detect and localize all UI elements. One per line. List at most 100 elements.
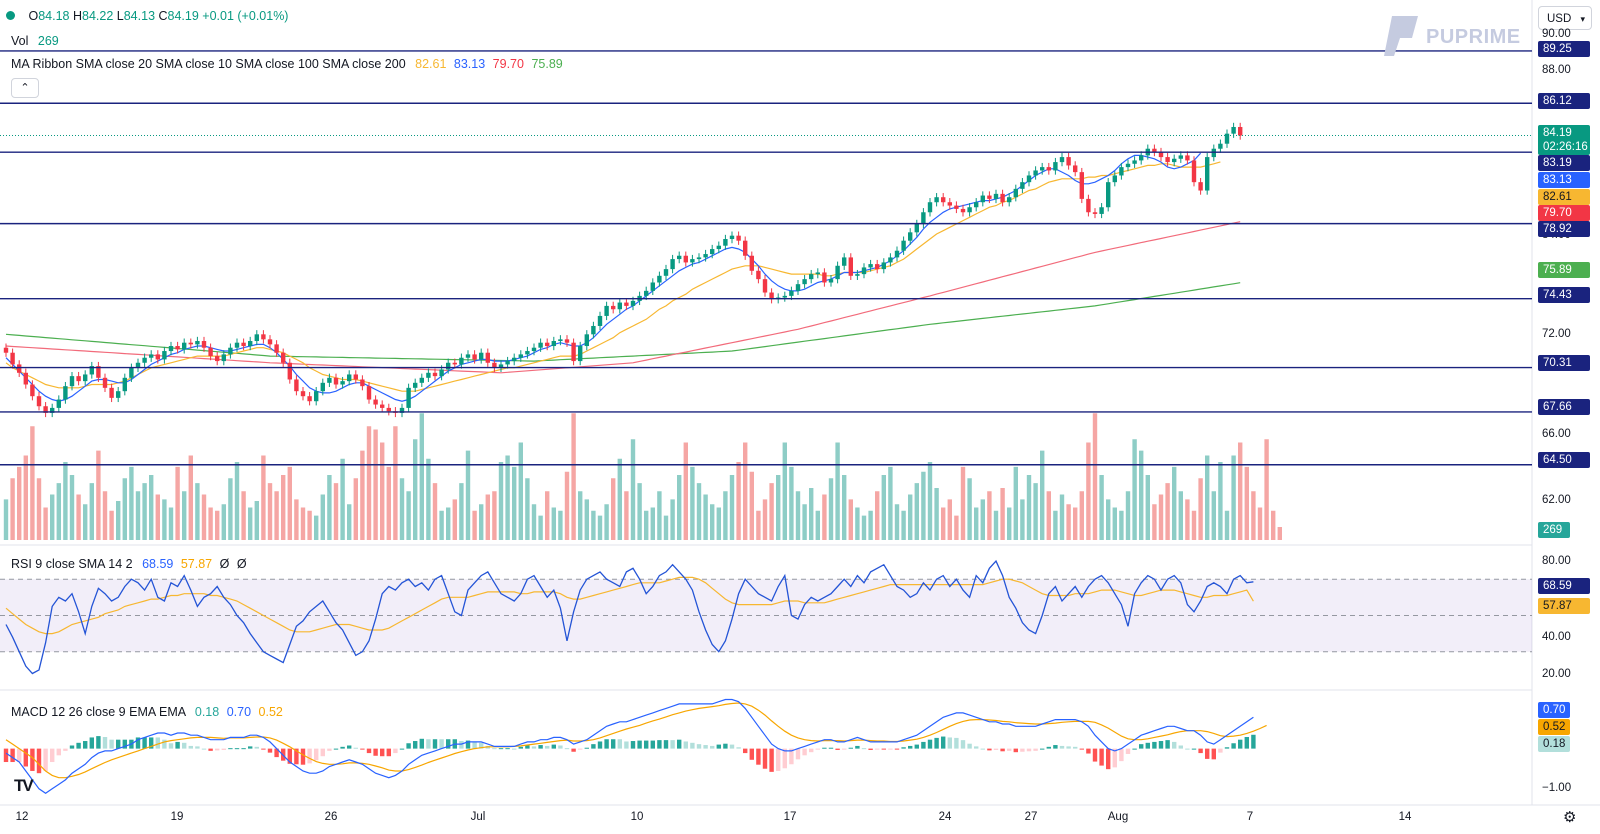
volume-bar	[439, 510, 444, 540]
macd-histogram-bar	[333, 748, 339, 750]
candle-body	[1013, 188, 1018, 198]
volume-bar	[380, 442, 385, 540]
price-axis-tick: 72.00	[1542, 328, 1571, 340]
candle-body	[1198, 182, 1203, 191]
macd-histogram-bar	[320, 748, 325, 757]
macd-histogram-bar	[102, 737, 108, 749]
tradingview-logo[interactable]: TV	[14, 776, 34, 795]
macd-histogram-bar	[630, 741, 636, 749]
volume-bar	[1079, 491, 1084, 540]
volume-bar	[1178, 491, 1183, 540]
candle-body	[386, 407, 391, 412]
ma-ribbon-legend-label: MA Ribbon SMA close 20 SMA close 10 SMA …	[11, 57, 406, 71]
symbol-status-icon	[6, 11, 15, 20]
candle-body	[492, 362, 497, 368]
candle-body	[129, 367, 134, 378]
macd-histogram-bar	[413, 741, 418, 749]
volume-bar	[993, 510, 999, 540]
currency-select[interactable]: USD ▾	[1538, 6, 1592, 30]
candle-body	[1046, 167, 1051, 171]
candle-body	[1066, 157, 1071, 166]
volume-bar	[1185, 499, 1190, 540]
volume-bar	[300, 507, 306, 540]
volume-bar	[89, 483, 94, 540]
volume-bar	[294, 499, 299, 540]
level-label[interactable]: 89.25	[1538, 41, 1590, 57]
ohlc-open: 84.18	[38, 9, 70, 23]
level-label[interactable]: 67.66	[1538, 399, 1590, 415]
volume-bar	[736, 462, 741, 540]
candle-body	[710, 249, 715, 255]
rsi-sma-line	[5, 576, 1254, 635]
candle-body	[1059, 157, 1065, 163]
ohlc-legend: O84.18 H84.22 L84.13 C84.19 +0.01 (+0.01…	[6, 9, 288, 23]
volume-bar	[848, 499, 853, 540]
volume-legend[interactable]: Vol 269	[11, 34, 59, 48]
volume-bar	[254, 501, 259, 540]
candle-body	[208, 347, 213, 357]
level-label[interactable]: 78.92	[1538, 221, 1590, 237]
volume-bar	[1198, 478, 1203, 540]
macd-value: 0.70	[226, 705, 252, 719]
ma-ribbon-legend[interactable]: MA Ribbon SMA close 20 SMA close 10 SMA …	[11, 57, 563, 71]
sma10-line	[5, 152, 1202, 402]
candle-body	[234, 342, 240, 348]
macd-histogram-bar	[617, 739, 622, 749]
volume-price-label: 269	[1538, 522, 1570, 538]
macd-histogram-bar	[901, 747, 906, 749]
macd-legend[interactable]: MACD 12 26 close 9 EMA EMA 0.18 0.70 0.5…	[11, 705, 283, 719]
volume-bar	[241, 491, 246, 540]
candle-body	[498, 364, 504, 368]
level-label[interactable]: 86.12	[1538, 93, 1590, 109]
ohlc-change: +0.01 (+0.01%)	[202, 9, 289, 23]
level-label[interactable]: 74.43	[1538, 287, 1590, 303]
volume-bar	[23, 455, 28, 540]
macd-histogram-bar	[868, 748, 873, 750]
collapse-legend-button[interactable]: ⌃	[11, 78, 39, 98]
candle-body	[1033, 170, 1038, 176]
volume-bar	[426, 458, 431, 540]
volume-bar	[399, 478, 405, 540]
candle-body	[314, 391, 319, 402]
volume-bar	[419, 413, 424, 540]
macd-histogram-bar	[729, 744, 735, 749]
volume-bar	[1066, 504, 1071, 540]
level-label[interactable]: 64.50	[1538, 452, 1590, 468]
volume-bar	[1257, 507, 1263, 540]
macd-histogram-bar	[215, 748, 220, 751]
volume-bar	[76, 494, 81, 540]
macd-histogram-bar	[762, 748, 768, 769]
macd-histogram-bar	[1040, 748, 1045, 750]
macd-histogram-bar	[1073, 746, 1078, 749]
candle-body	[446, 362, 451, 370]
level-label[interactable]: 70.31	[1538, 355, 1590, 371]
candle-body	[267, 339, 273, 345]
candle-body	[848, 257, 853, 276]
volume-bar	[102, 491, 108, 540]
macd-histogram-bar	[294, 748, 299, 765]
rsi-legend[interactable]: RSI 9 close SMA 14 2 68.59 57.87 Ø Ø	[11, 557, 247, 571]
macd-histogram-bar	[459, 741, 464, 749]
macd-histogram-bar	[710, 745, 715, 749]
candle-body	[518, 354, 523, 358]
macd-axis-tick: −1.00	[1542, 782, 1572, 794]
rsi-axis-tick: 80.00	[1542, 555, 1571, 567]
candle-body	[795, 284, 801, 291]
time-axis-tick: 12	[15, 811, 29, 823]
volume-bar	[353, 478, 358, 540]
gear-icon[interactable]: ⚙	[1563, 809, 1577, 826]
level-label[interactable]: 83.19	[1538, 155, 1590, 171]
volume-bar	[644, 510, 649, 540]
volume-bar	[274, 491, 279, 540]
volume-bar	[861, 515, 867, 540]
candle-body	[545, 342, 550, 347]
macd-histogram-bar	[908, 745, 913, 749]
macd-histogram-bar	[135, 737, 141, 749]
candle-body	[954, 205, 959, 209]
macd-histogram-bar	[1251, 734, 1256, 749]
macd-histogram-bar	[373, 748, 378, 756]
candle-body	[947, 202, 952, 206]
candle-body	[584, 334, 589, 347]
volume-bar	[182, 491, 187, 540]
